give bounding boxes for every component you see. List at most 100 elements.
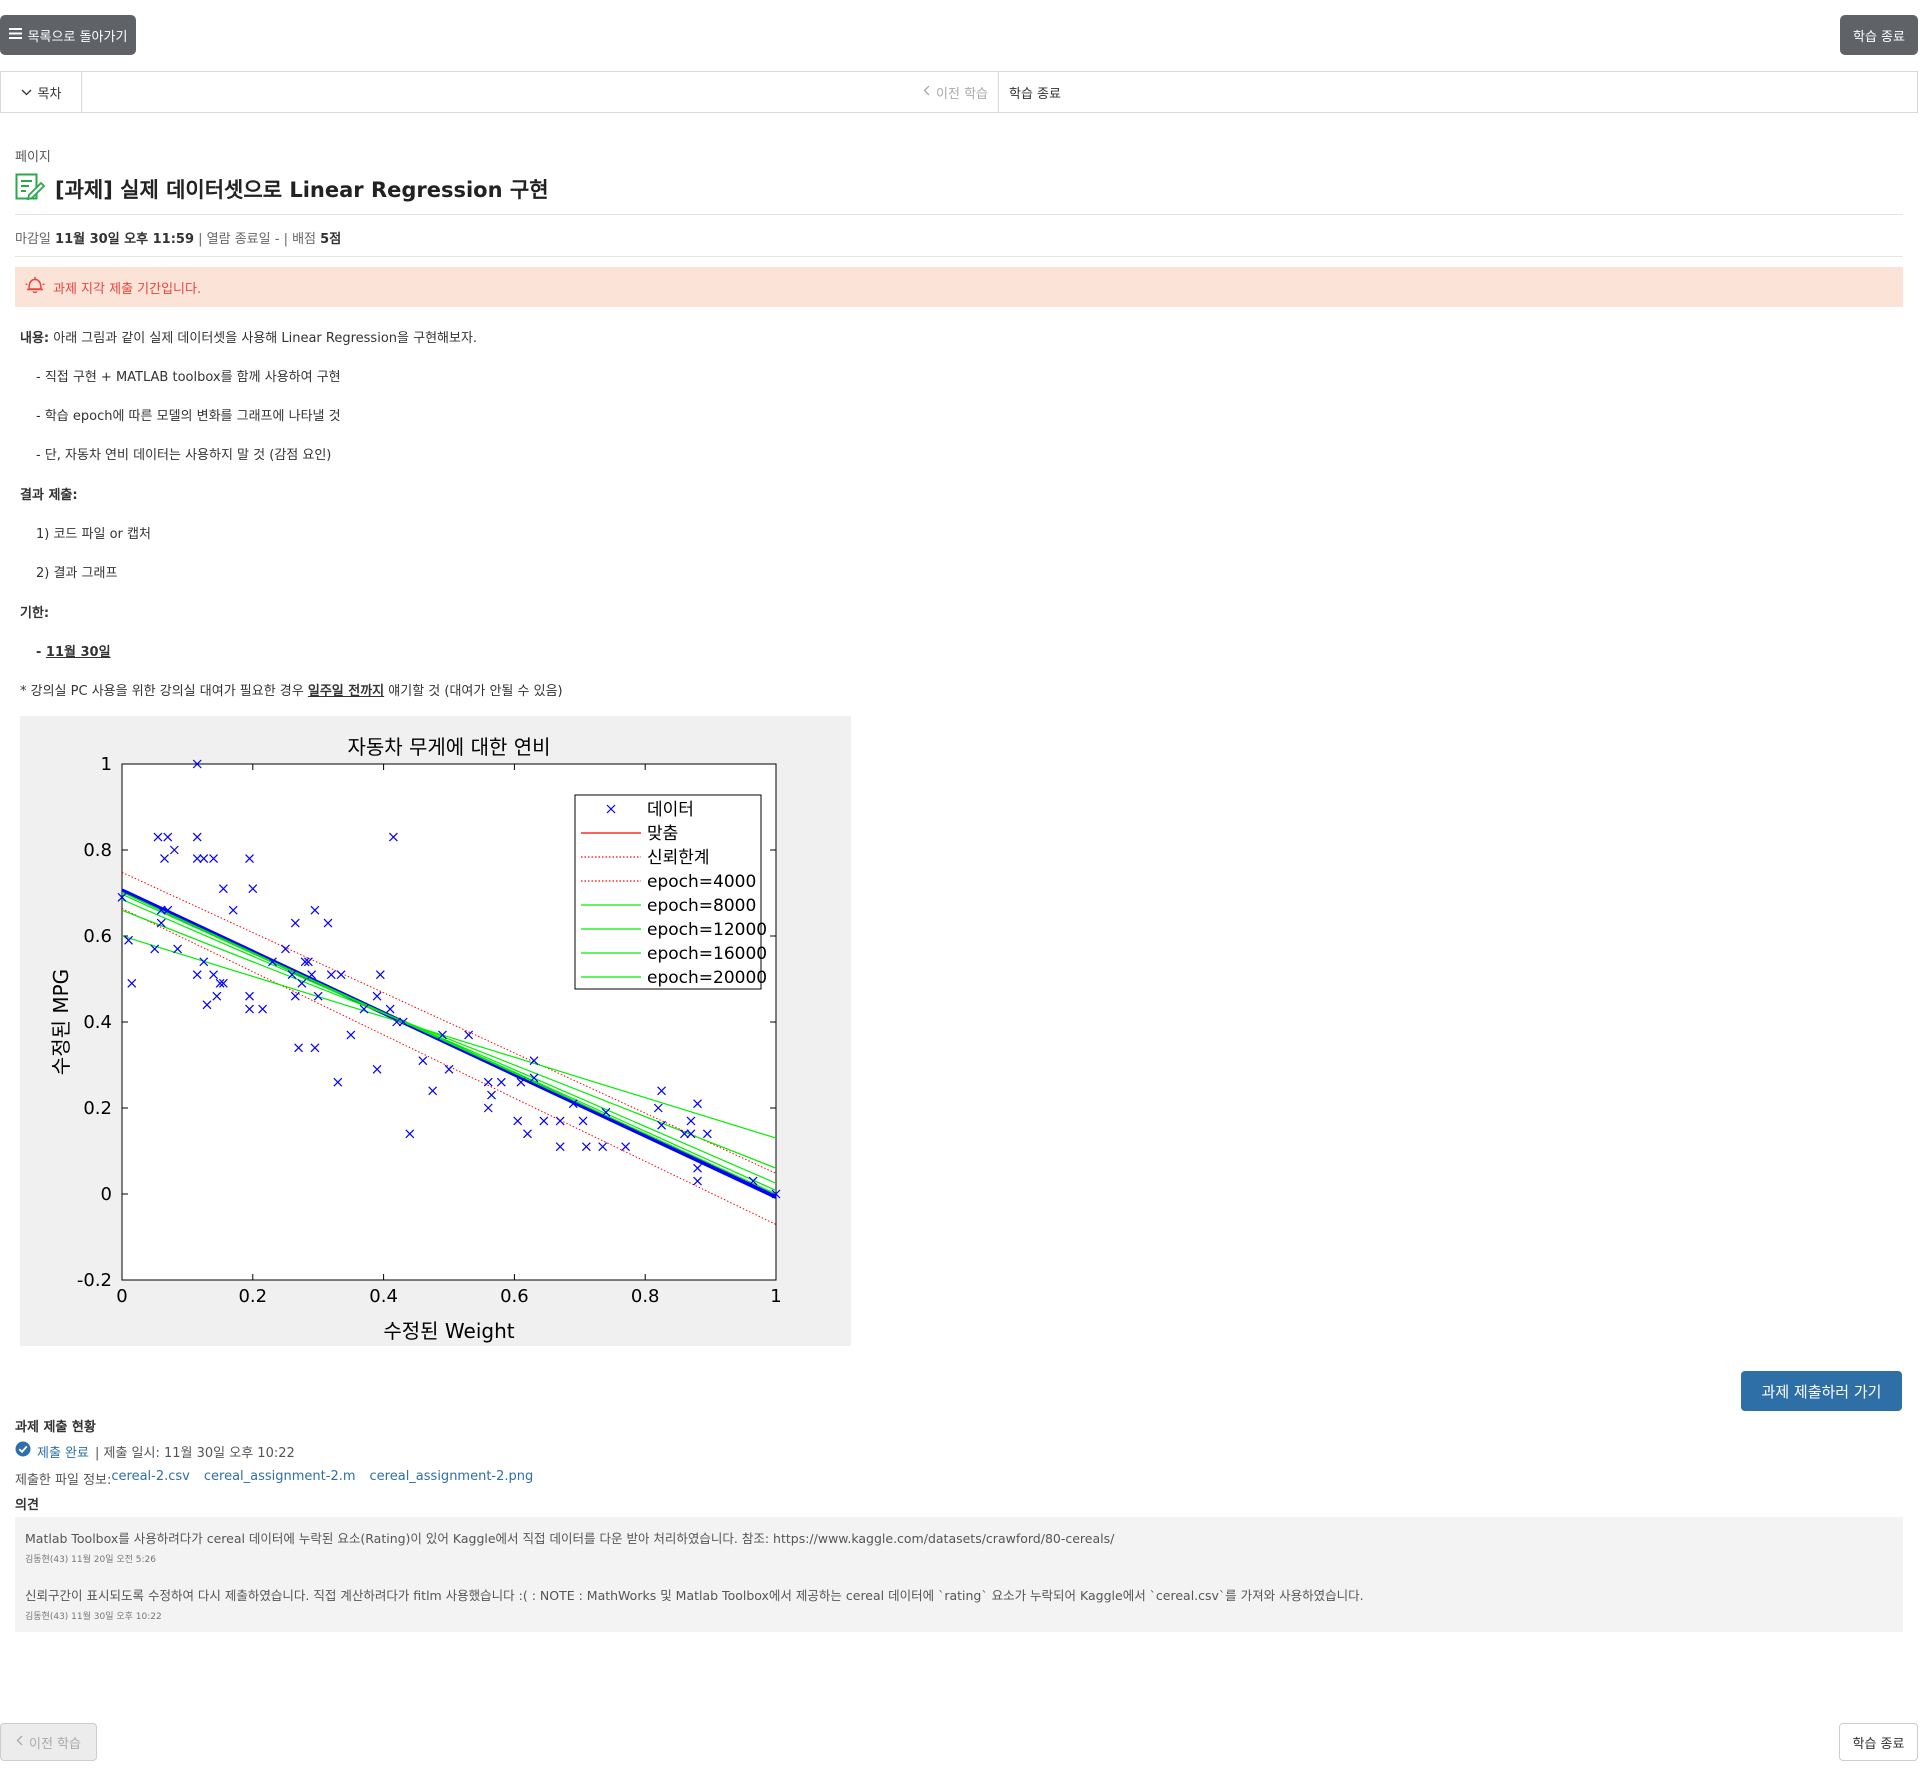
data-point xyxy=(218,978,228,988)
data-point xyxy=(192,832,202,842)
content-heading-text: 결과 제출: xyxy=(20,488,78,503)
legend-box xyxy=(574,794,762,990)
data-point xyxy=(245,991,254,1001)
footer-prev-label: 이전 학습 xyxy=(29,1736,81,1752)
data-point xyxy=(748,1176,758,1186)
content-line: - 학습 epoch에 따른 모델의 변화를 그래프에 나타낼 것 xyxy=(36,409,341,424)
data-point xyxy=(483,1077,493,1087)
series-line xyxy=(121,935,777,1139)
footer-prev-lesson-button[interactable]: 이전 학습 xyxy=(0,1723,97,1761)
legend-label: 신뢰한계 xyxy=(647,848,710,868)
data-point xyxy=(209,970,218,980)
footer-end-learning-button[interactable]: 학습 종료 xyxy=(1839,1723,1918,1761)
data-point xyxy=(281,944,290,954)
data-point xyxy=(153,832,163,842)
end-learning-link[interactable]: 학습 종료 xyxy=(1009,86,1061,102)
page-title: [과제] 실제 데이터셋으로 Linear Regression 구현 xyxy=(55,178,549,202)
submission-status: 제출 완료 | 제출 일시: 11월 30일 오후 10:22 xyxy=(15,1441,295,1461)
legend-label: 데이터 xyxy=(647,800,694,820)
file-link[interactable]: cereal_assignment-2.m xyxy=(203,1469,356,1484)
data-point xyxy=(307,970,317,980)
content-line: 내용: 아래 그림과 같이 실제 데이터셋을 사용해 Linear Regres… xyxy=(20,327,477,346)
content-heading-text: 기한: xyxy=(20,606,50,621)
data-point xyxy=(156,905,166,915)
data-point xyxy=(568,1099,578,1109)
content-line: 1) 코드 파일 or 캡처 xyxy=(36,527,151,542)
data-point xyxy=(199,957,209,967)
back-to-list-button[interactable]: 목록으로 돌아가기 xyxy=(0,15,136,55)
data-point xyxy=(245,1004,254,1014)
data-point xyxy=(529,1056,539,1066)
content-text: - xyxy=(36,645,46,660)
data-point xyxy=(300,957,310,967)
late-submission-alert: 과제 지각 제출 기간입니다. xyxy=(15,267,1903,307)
series-line xyxy=(121,891,777,1195)
x-axis-label: 수정된 Weight xyxy=(383,1319,514,1343)
series-line xyxy=(121,909,777,1169)
data-point xyxy=(218,884,228,894)
data-point xyxy=(290,918,300,928)
submitted-files: 제출한 파일 정보: cereal-2.csv cereal_assignmen… xyxy=(15,1469,533,1488)
toc-label: 목차 xyxy=(37,86,62,102)
data-point xyxy=(686,1129,696,1139)
end-learning-button[interactable]: 학습 종료 xyxy=(1840,15,1918,55)
prev-lesson-link[interactable]: 이전 학습 xyxy=(913,72,999,112)
data-point xyxy=(323,918,333,928)
opinion-text: Matlab Toolbox를 사용하려다가 cereal 데이터에 누락된 요… xyxy=(25,1531,1115,1546)
divider xyxy=(15,214,1903,215)
data-point xyxy=(388,832,398,842)
content-line: - 단, 자동차 연비 데이터는 사용하지 말 것 (감점 요인) xyxy=(36,448,332,463)
menu-icon xyxy=(8,27,22,43)
data-point xyxy=(258,1004,268,1014)
data-point xyxy=(392,1017,402,1027)
data-point xyxy=(359,1004,369,1014)
file-link[interactable]: cereal_assignment-2.png xyxy=(369,1469,534,1484)
content-line: * 강의실 PC 사용을 위한 강의실 대여가 필요한 경우 일주일 전까지 얘… xyxy=(20,680,563,699)
data-point xyxy=(127,978,137,988)
data-point xyxy=(601,1107,611,1117)
x-tick-label: 1 xyxy=(770,1286,781,1307)
chevron-down-icon xyxy=(21,85,32,100)
data-point xyxy=(290,991,300,1001)
opinion-list: Matlab Toolbox를 사용하려다가 cereal 데이터에 누락된 요… xyxy=(15,1517,1903,1632)
data-point xyxy=(523,1129,532,1139)
data-point xyxy=(398,1017,408,1027)
data-point xyxy=(513,1116,523,1126)
regression-chart: 자동차 무게에 대한 연비 수정된 Weight 수정된 MPG 0 0.2 0.4 0.6… xyxy=(20,716,851,1346)
data-point xyxy=(657,1086,666,1096)
data-point xyxy=(267,957,277,967)
opinion-meta: 김동현(43) 11월 20일 오전 5:26 xyxy=(25,1555,156,1565)
data-point xyxy=(680,1129,689,1139)
opinion-text: 신뢰구간이 표시되도록 수정하여 다시 제출하였습니다. 직접 계산하려다가 f… xyxy=(25,1588,1364,1603)
data-point xyxy=(702,1129,712,1139)
legend-label: epoch=12000 xyxy=(647,920,767,940)
content-heading: 기한: xyxy=(20,602,49,621)
toc-toggle[interactable]: 목차 xyxy=(1,72,82,112)
data-point xyxy=(310,905,320,915)
x-tick-label: 0.2 xyxy=(238,1286,267,1307)
data-point xyxy=(245,854,254,864)
content-line: 2) 결과 그래프 xyxy=(36,566,118,581)
legend-label: epoch=16000 xyxy=(647,944,767,964)
data-point xyxy=(372,1064,382,1074)
data-point xyxy=(487,1090,496,1100)
chart-title: 자동차 무게에 대한 연비 xyxy=(347,735,550,759)
content-emphasis: 일주일 전까지 xyxy=(307,684,385,699)
data-point xyxy=(653,1103,663,1113)
data-point xyxy=(294,1043,304,1053)
data-point xyxy=(287,970,297,980)
legend-label: epoch=8000 xyxy=(647,896,756,916)
data-point xyxy=(173,944,183,954)
data-point xyxy=(598,1142,608,1152)
submission-time: | 제출 일시: 11월 30일 오후 10:22 xyxy=(94,1445,295,1461)
content-line: - 11월 30일 xyxy=(36,641,111,660)
file-link[interactable]: cereal-2.csv xyxy=(111,1469,190,1484)
submission-status-title: 과제 제출 현황 xyxy=(15,1420,96,1435)
data-point xyxy=(248,884,258,894)
data-point xyxy=(160,854,169,864)
data-point xyxy=(581,1142,591,1152)
go-submit-assignment-button[interactable]: 과제 제출하러 가기 xyxy=(1741,1371,1902,1411)
data-point xyxy=(192,854,202,864)
data-point xyxy=(313,991,323,1001)
